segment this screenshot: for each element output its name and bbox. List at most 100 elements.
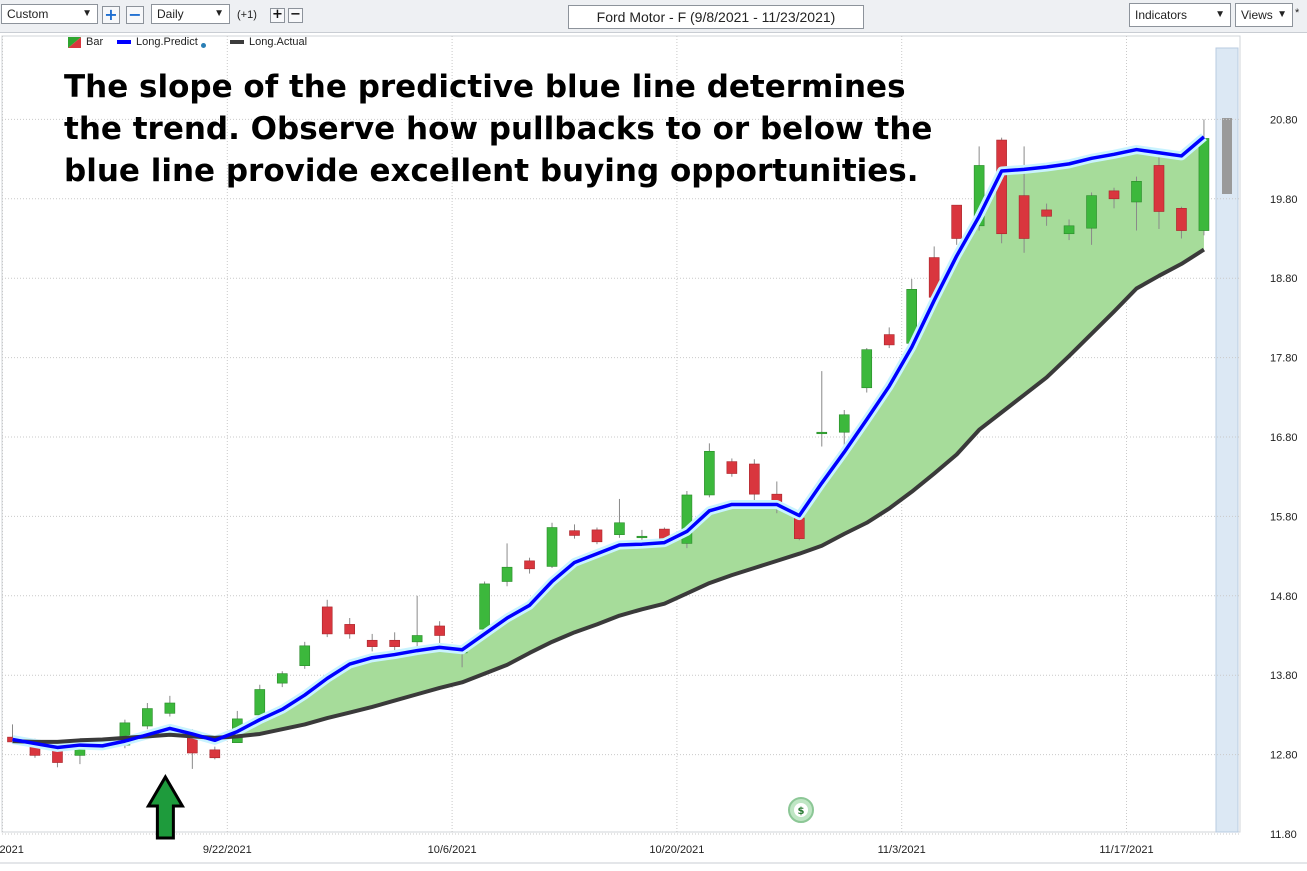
interval-select[interactable]: Daily ▼ xyxy=(151,4,230,24)
up-arrow-marker xyxy=(145,774,185,840)
y-tick-label: 20.80 xyxy=(1270,114,1298,126)
candle xyxy=(1153,155,1165,229)
actual-legend-swatch xyxy=(230,40,244,44)
candle xyxy=(861,348,873,393)
candle-body xyxy=(636,535,648,539)
candle xyxy=(546,522,558,569)
views-label: Views xyxy=(1241,8,1273,22)
x-tick-label: 11/17/2021 xyxy=(1099,844,1153,856)
y-tick-label: 15.80 xyxy=(1270,511,1298,523)
candle-body xyxy=(1108,190,1120,200)
toolbar: Custom ▼ + − Daily ▼ (+1) + − Ford Motor… xyxy=(0,0,1307,33)
chart-title: Ford Motor - F (9/8/2021 - 11/23/2021) xyxy=(596,9,836,25)
plus-icon: + xyxy=(104,5,118,24)
candle-body xyxy=(1176,208,1187,231)
candle-body xyxy=(591,529,603,543)
candle xyxy=(142,702,153,730)
candle-body xyxy=(321,606,333,635)
candle-body xyxy=(793,517,805,539)
candle xyxy=(434,621,445,646)
candle-body xyxy=(524,560,535,570)
candle xyxy=(1131,176,1142,231)
y-tick-label: 18.80 xyxy=(1270,273,1298,285)
candle-body xyxy=(726,461,738,474)
candle-body xyxy=(501,566,513,582)
candle-body xyxy=(434,625,445,636)
candle xyxy=(591,527,603,545)
x-tick-label: 10/6/2021 xyxy=(428,844,477,856)
candle-body xyxy=(1041,209,1052,217)
candle xyxy=(321,599,333,638)
bar-legend-icon xyxy=(68,36,81,48)
candle xyxy=(411,595,423,652)
views-button[interactable]: Views ▼ xyxy=(1235,3,1293,27)
y-tick-label: 19.80 xyxy=(1270,194,1298,206)
dividend-icon: $ xyxy=(788,797,814,823)
annotation-line: blue line provide excellent buying oppor… xyxy=(64,153,919,189)
annotation-line: the trend. Observe how pullbacks to or b… xyxy=(64,111,933,147)
views-modified-marker: * xyxy=(1295,7,1300,19)
candle-body xyxy=(389,639,400,647)
y-tick-label: 13.80 xyxy=(1270,670,1298,682)
candle xyxy=(996,137,1007,244)
candle xyxy=(704,443,715,498)
offset-decrease-button[interactable]: − xyxy=(288,8,303,23)
y-tick-label: 17.80 xyxy=(1270,353,1298,365)
indicators-label: Indicators xyxy=(1135,8,1188,22)
candle-body xyxy=(1086,195,1097,229)
legend-item-long-actual[interactable]: Long.Actual xyxy=(230,36,307,48)
candle-body xyxy=(749,463,760,495)
candle-body xyxy=(411,635,423,643)
candle-body xyxy=(861,349,873,389)
candle-body xyxy=(1018,195,1030,239)
offset-label: (+1) xyxy=(237,9,257,21)
x-tick-label: 11/3/2021 xyxy=(878,844,926,856)
range-select[interactable]: Custom ▼ xyxy=(1,4,98,24)
candle xyxy=(614,498,625,538)
candle xyxy=(524,557,535,574)
legend-label: Bar xyxy=(86,36,104,48)
candle xyxy=(501,543,513,587)
candle-body xyxy=(569,530,580,536)
candle xyxy=(389,632,400,652)
candle xyxy=(838,410,850,449)
legend-label: Long.Actual xyxy=(249,36,308,48)
legend-item-bar[interactable]: Bar xyxy=(68,36,103,48)
candle-body xyxy=(704,450,715,496)
candle-body xyxy=(838,414,850,433)
candle-body xyxy=(1131,181,1142,203)
chevron-down-icon: ▼ xyxy=(1277,9,1287,20)
candle xyxy=(726,458,738,477)
offset-increase-button[interactable]: + xyxy=(270,8,285,23)
plus-icon: + xyxy=(272,7,283,22)
candle xyxy=(344,618,356,639)
candle-body xyxy=(209,749,221,759)
y-tick-label: 16.80 xyxy=(1270,432,1298,444)
candle xyxy=(1086,192,1097,245)
series-line-long-predict xyxy=(12,135,1206,750)
dividend-icon-glyph: $ xyxy=(798,806,805,817)
chart-title-box[interactable]: Ford Motor - F (9/8/2021 - 11/23/2021) xyxy=(568,5,864,29)
scroll-band xyxy=(1215,47,1239,833)
legend-item-long-predict[interactable]: Long.Predict xyxy=(117,36,206,48)
candle-body xyxy=(681,494,693,544)
candle-body xyxy=(614,522,625,535)
scroll-thumb xyxy=(1222,118,1232,194)
candle xyxy=(209,746,221,760)
predict-legend-swatch xyxy=(117,40,131,44)
settings-dot-icon[interactable] xyxy=(200,42,206,48)
x-tick-label: 9/22/2021 xyxy=(203,844,252,856)
indicators-button[interactable]: Indicators ▼ xyxy=(1129,3,1231,27)
candle-body xyxy=(1198,138,1210,231)
candle-body xyxy=(276,673,288,684)
dividend-icon-center xyxy=(794,803,808,817)
x-tick-label: 9/8/2021 xyxy=(0,844,24,856)
candle-body xyxy=(479,583,490,630)
legend-label: Long.Predict xyxy=(136,36,198,48)
zoom-out-button[interactable]: − xyxy=(126,6,144,24)
candle xyxy=(1176,206,1187,239)
chevron-down-icon: ▼ xyxy=(1215,9,1225,20)
candle xyxy=(276,671,288,688)
zoom-in-button[interactable]: + xyxy=(102,6,120,24)
candle-body xyxy=(366,639,378,647)
